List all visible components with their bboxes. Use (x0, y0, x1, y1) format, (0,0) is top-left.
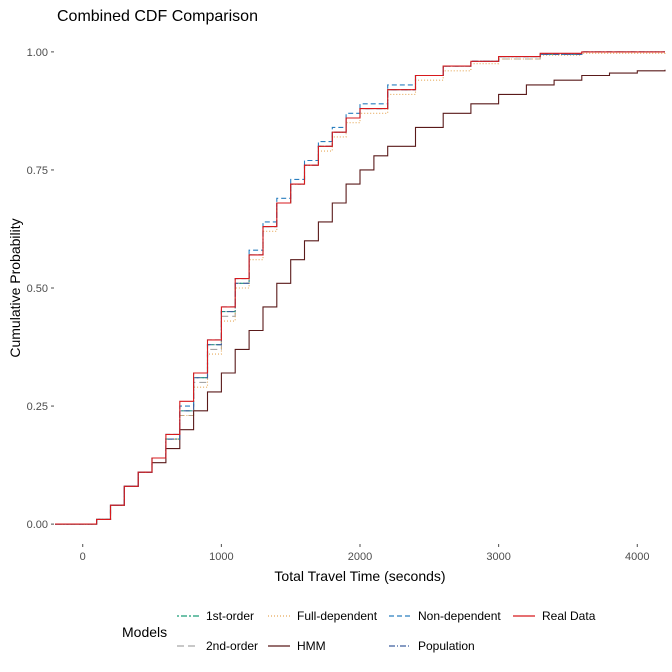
series-line-hmm (55, 69, 666, 525)
series-line-population (55, 51, 665, 525)
x-axis: 0 1000 2000 3000 4000 (80, 544, 650, 563)
y-tick-label: 0.75 (27, 165, 48, 177)
x-tick-label: 2000 (348, 551, 372, 563)
series-line-non-dependent (55, 51, 665, 525)
x-axis-title: Total Travel Time (seconds) (274, 568, 445, 584)
legend: Models 1st-order 2nd-order Full-dependent H… (122, 609, 596, 653)
series-line-2nd-order (55, 51, 665, 525)
plot-area (55, 51, 666, 525)
x-tick-label: 4000 (625, 551, 649, 563)
y-axis-title: Cumulative Probability (7, 218, 23, 357)
y-tick-label: 0.25 (27, 401, 48, 413)
legend-label: Real Data (542, 609, 596, 623)
legend-label: 2nd-order (206, 639, 258, 653)
y-axis: 0.00 0.25 0.50 0.75 1.00 (27, 47, 54, 531)
legend-label: Non-dependent (418, 609, 501, 623)
x-tick-label: 1000 (209, 551, 233, 563)
legend-label: 1st-order (206, 609, 254, 623)
x-tick-label: 0 (80, 551, 86, 563)
chart-title: Combined CDF Comparison (57, 8, 258, 25)
series-line-full-dependent (55, 51, 666, 525)
legend-title: Models (122, 624, 167, 640)
legend-label: HMM (297, 639, 326, 653)
legend-label: Population (418, 639, 475, 653)
legend-label: Full-dependent (297, 609, 378, 623)
series-line-real-data (55, 51, 665, 525)
y-tick-label: 0.50 (27, 283, 48, 295)
series-line-1st-order (55, 51, 665, 525)
y-tick-label: 0.00 (27, 519, 48, 531)
x-tick-label: 3000 (486, 551, 510, 563)
y-tick-label: 1.00 (27, 47, 48, 59)
